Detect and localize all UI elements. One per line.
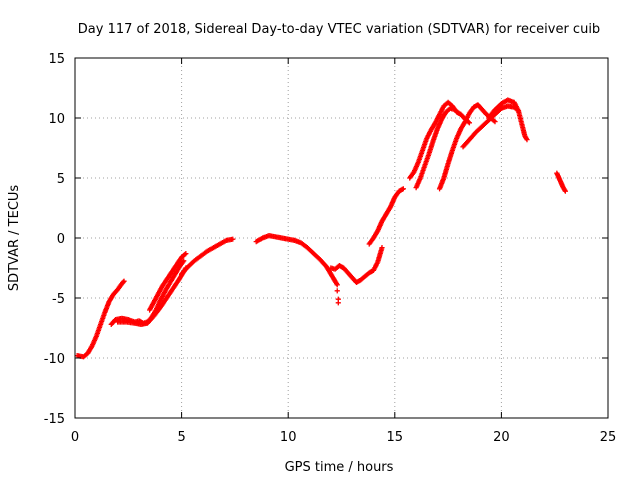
- data-point: [455, 109, 461, 115]
- series-arc-m: [486, 97, 522, 121]
- x-axis-label: GPS time / hours: [285, 460, 394, 475]
- series-arc-h: [366, 186, 406, 247]
- y-axis-label: SDTVAR / TECUs: [7, 185, 22, 292]
- series-arc-c: [115, 265, 189, 327]
- x-tick-label: 15: [387, 430, 404, 445]
- y-tick-label: -5: [52, 292, 65, 307]
- data-point: [334, 282, 340, 288]
- data-point: [181, 258, 187, 264]
- grid: [75, 58, 608, 418]
- y-tick-label: 15: [48, 52, 65, 67]
- data-point: [524, 137, 530, 143]
- y-tick-label: -10: [44, 352, 65, 367]
- data-point: [456, 110, 462, 116]
- series-arc-l: [460, 103, 530, 150]
- y-tick-label: 0: [57, 232, 65, 247]
- data-point: [334, 288, 340, 294]
- series-arc-a: [74, 278, 127, 360]
- series-arc-k: [436, 102, 498, 192]
- y-tick-label: 10: [48, 112, 65, 127]
- series-arc-g: [328, 245, 385, 285]
- x-tick-label: 20: [493, 430, 510, 445]
- data-point: [515, 108, 522, 114]
- data-point: [466, 120, 473, 126]
- y-tick-label: 5: [57, 172, 65, 187]
- x-tick-label: 25: [600, 430, 617, 445]
- axes: 0 5 10 15 20 25 -15 -10 -5 0 5 10 15: [44, 52, 617, 445]
- series-arc-n: [554, 170, 568, 194]
- data-point: [183, 251, 189, 257]
- y-tick-label: -15: [44, 412, 65, 427]
- series-arc-j: [413, 105, 462, 191]
- data-point: [562, 188, 568, 194]
- data-point: [400, 186, 406, 192]
- data-point: [182, 251, 188, 258]
- series-arc-e: [179, 236, 236, 277]
- data-point: [491, 118, 497, 124]
- data-point: [379, 245, 385, 251]
- data-point: [120, 279, 126, 285]
- data-point: [121, 278, 127, 284]
- data-point: [335, 300, 341, 306]
- chart-title: Day 117 of 2018, Sidereal Day-to-day VTE…: [78, 22, 600, 37]
- series-arc-d: [147, 251, 189, 313]
- data-point: [492, 119, 498, 125]
- data-point: [230, 236, 236, 242]
- x-tick-label: 0: [71, 430, 79, 445]
- x-tick-label: 5: [177, 430, 185, 445]
- series-outliers: [334, 288, 341, 306]
- x-tick-label: 10: [280, 430, 297, 445]
- data-points: [74, 97, 568, 360]
